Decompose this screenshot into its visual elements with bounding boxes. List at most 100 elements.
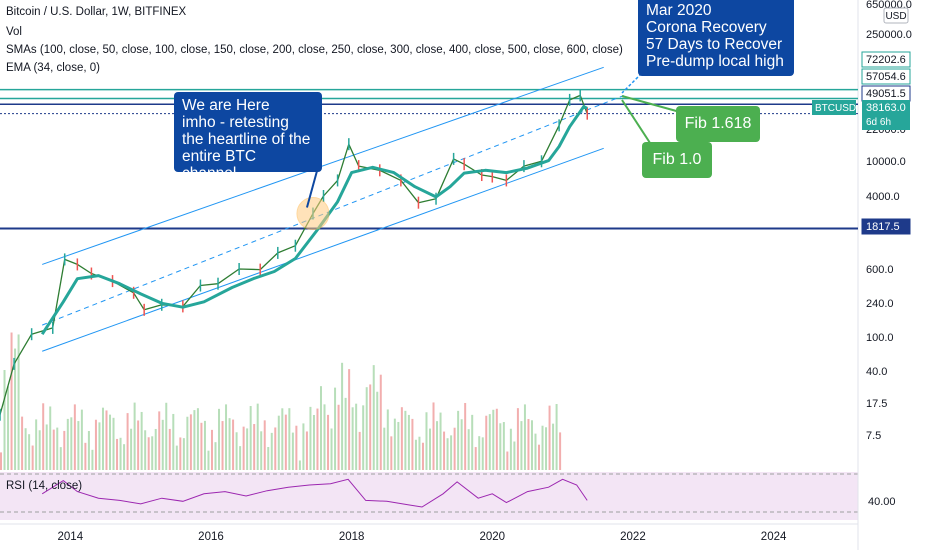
volume-bar [418,436,421,470]
volume-bar [175,445,178,470]
volume-bar [530,420,533,470]
volume-bar [341,362,344,470]
price-tick-label: 650000.0 [866,0,912,11]
volume-bar [17,334,20,470]
annotation-corona[interactable]: Mar 2020 Corona Recovery 57 Days to Reco… [638,0,794,76]
volume-bar [140,411,143,470]
volume-bar [446,438,449,470]
volume-bar [485,415,488,470]
x-tick-label: 2018 [339,531,365,543]
volume-bar [552,423,555,470]
volume-bar [337,404,340,470]
volume-bar [42,403,45,470]
volume-bar [305,431,308,470]
annotation-fib-1618[interactable]: Fib 1.618 [676,106,760,142]
volume-bar [3,370,6,470]
price-tick-label: 600.0 [866,264,894,276]
volume-bar [467,429,470,470]
volume-bar [14,348,17,470]
volume-bar [235,432,238,470]
volume-bar [84,442,87,470]
pointer-fib-10 [621,99,653,147]
volume-bar [516,408,519,470]
volume-bar [130,428,133,470]
volume-bar [284,414,287,470]
annotation-corona-line: 57 Days to Recover [646,36,783,54]
volume-bar [492,409,495,470]
volume-bar [10,332,13,470]
volume-bar [323,404,326,470]
volume-bar [523,404,526,470]
currency-box [883,7,909,24]
volume-bar [112,417,115,470]
volume-bar [509,428,512,470]
volume-bar [70,417,73,470]
annotation-fib-10[interactable]: Fib 1.0 [642,142,712,178]
volume-bar [38,430,41,470]
volume-bar [432,402,435,470]
volume-bar [161,419,164,470]
volume-bar [362,405,365,470]
rsi-legend[interactable]: RSI (14, close) [6,480,83,492]
volume-bar [365,387,368,470]
volume-bar [80,409,83,470]
volume-bar [520,421,523,470]
sma-legend[interactable]: SMAs (100, close, 50, close, 100, close,… [6,44,623,56]
x-tick-label: 2016 [198,531,224,543]
volume-bar [334,387,337,470]
volume-bar [179,437,182,470]
pointer-fib-1618 [621,95,681,113]
currency-label: USD [885,11,906,22]
volume-bar [499,423,502,470]
volume-bar [502,422,505,470]
volume-bar [270,432,273,470]
volume-bar [327,414,330,470]
vol-legend[interactable]: Vol [6,26,22,38]
price-tag-label: 72202.6 [866,54,906,66]
volume-bar [119,437,122,470]
price-tick-label: 4000.0 [866,191,900,203]
price-tick-label: 40.0 [866,366,887,378]
volume-bar [263,420,266,470]
volume-bar [400,407,403,470]
volume-bar [168,428,171,470]
annotation-here-line: We are Here [182,97,270,114]
volume-bar [210,429,213,470]
volume-bar [439,412,442,470]
volume-bar [295,425,298,470]
volume-bar [232,419,235,470]
volume-bar [548,405,551,470]
volume-bar [249,406,252,470]
volume-bar [49,406,52,470]
x-tick-label: 2024 [761,531,787,543]
volume-bar [478,436,481,470]
volume-bar [309,406,312,470]
volume-bar [87,431,90,470]
symbol-countdown-label: 6d 6h [866,117,891,128]
price-tick-label: 7.5 [866,430,881,442]
annotation-here-line: imho - retesting [182,114,289,132]
volume-bar [105,410,108,470]
volume-bar [481,437,484,470]
volume-bar [28,434,31,470]
volume-bar [443,431,446,470]
volume-bar [330,428,333,470]
volume-bar [158,411,161,470]
volume-bar [91,449,94,470]
volume-bar [144,430,147,470]
volume-bar [59,447,62,470]
volume-bar [383,427,386,470]
price-tick-label: 250000.0 [866,29,912,41]
x-tick-label: 2020 [479,531,505,543]
volume-bar [527,419,530,470]
ema-legend[interactable]: EMA (34, close, 0) [6,62,100,74]
volume-bar [302,423,305,470]
volume-bar [109,414,112,470]
volume-bar [228,418,231,470]
volume-bar [316,408,319,470]
volume-bar [253,424,256,470]
annotation-here[interactable]: We are Here imho - retesting the heartli… [174,92,322,182]
volume-bar [506,451,509,470]
volume-bar [182,438,185,470]
